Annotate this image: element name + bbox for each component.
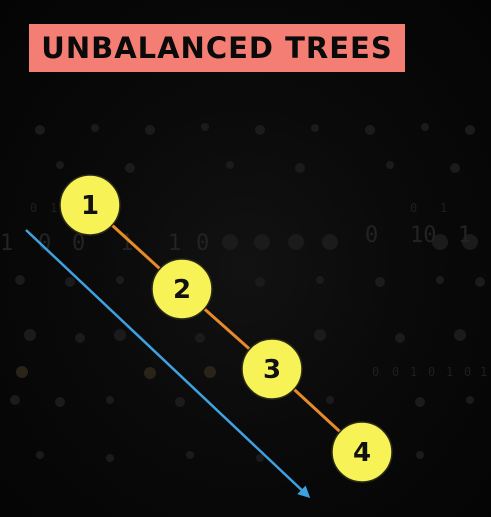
title-banner: UNBALANCED TREES (29, 24, 405, 72)
tree-node-label: 4 (353, 438, 371, 468)
svg-text:0: 0 (365, 223, 378, 248)
svg-text:0: 0 (428, 365, 435, 379)
svg-text:1: 1 (168, 231, 181, 256)
svg-text:0: 0 (30, 201, 37, 215)
svg-text:10: 10 (410, 223, 437, 248)
svg-text:1: 1 (440, 201, 447, 215)
tree-node-label: 2 (173, 275, 191, 305)
svg-text:1: 1 (410, 365, 417, 379)
svg-text:1: 1 (0, 231, 13, 256)
svg-text:0: 0 (464, 365, 471, 379)
svg-text:1: 1 (458, 223, 471, 248)
tree-node-label: 1 (81, 191, 99, 221)
svg-text:0: 0 (196, 231, 209, 256)
svg-text:0: 0 (72, 231, 85, 256)
tree-node-circle (151, 258, 213, 320)
svg-text:0: 0 (392, 365, 399, 379)
tree-node-circle (331, 421, 393, 483)
tree-node-4: 4 (331, 421, 393, 483)
svg-text:0: 0 (372, 365, 379, 379)
svg-text:1: 1 (446, 365, 453, 379)
svg-text:0: 0 (410, 201, 417, 215)
svg-text:1: 1 (50, 201, 57, 215)
svg-text:1: 1 (480, 365, 487, 379)
direction-arrow (25, 229, 311, 499)
tree-nodes: 1 2 3 4 (59, 174, 393, 483)
tree-node-2: 2 (151, 258, 213, 320)
tree-node-circle (241, 338, 303, 400)
diagram-title: UNBALANCED TREES (41, 31, 393, 65)
tree-node-3: 3 (241, 338, 303, 400)
tree-node-1: 1 (59, 174, 121, 236)
tree-node-circle (59, 174, 121, 236)
tree-node-label: 3 (263, 355, 281, 385)
